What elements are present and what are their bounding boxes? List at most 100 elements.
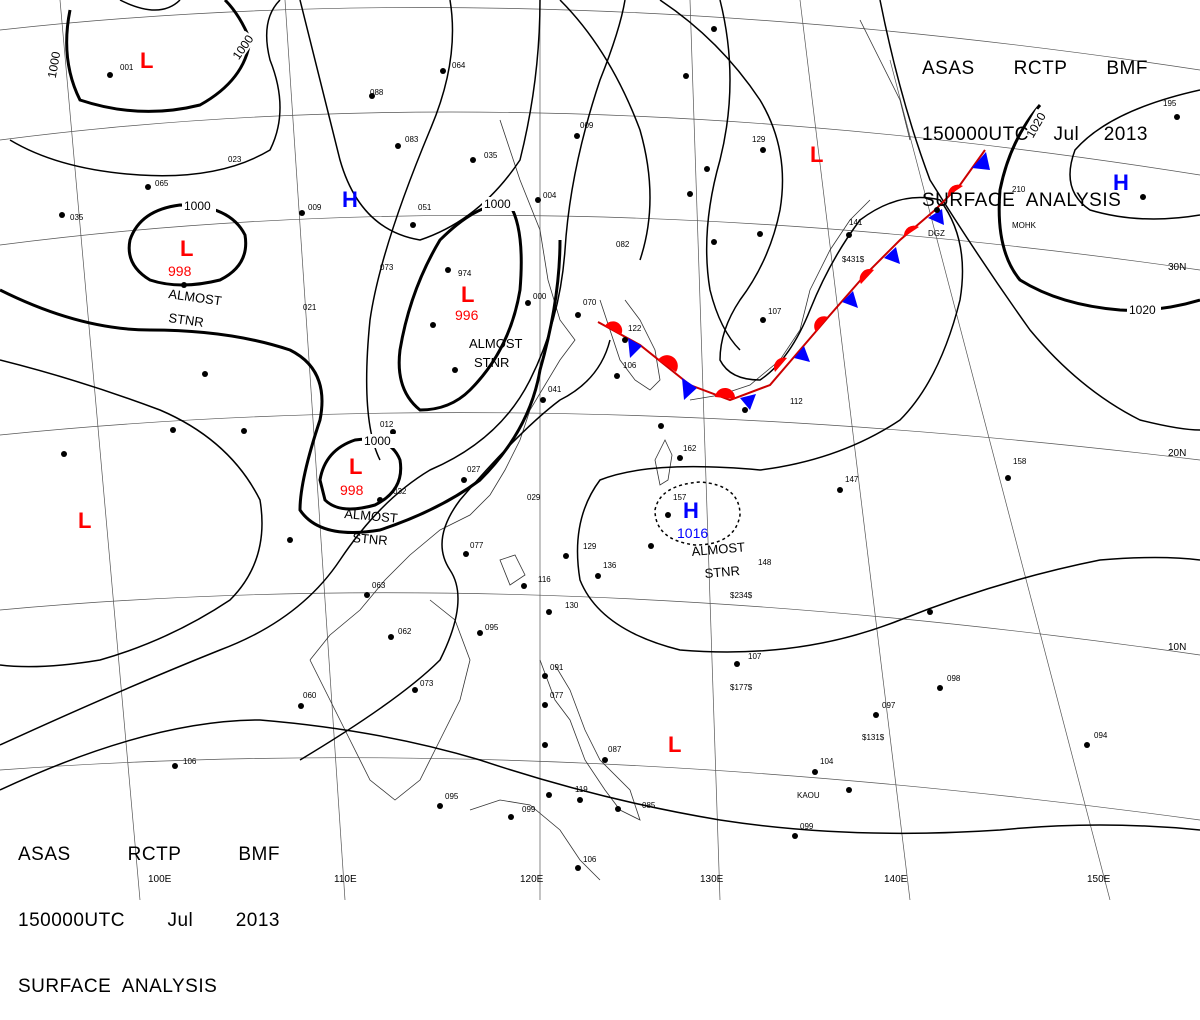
- station-dot: [521, 583, 527, 589]
- footer-code: BMF: [238, 844, 280, 866]
- station-value: 082: [616, 240, 630, 249]
- footer-line-1: ASAS RCTP BMF: [18, 844, 280, 866]
- station-value: 077: [470, 541, 484, 550]
- station-dot: [704, 166, 710, 172]
- station-value: 136: [603, 561, 617, 570]
- station-value: 051: [418, 203, 432, 212]
- isobar-1000-nw: [67, 0, 250, 111]
- station-value: 119: [575, 785, 588, 794]
- station-dot: [615, 806, 621, 812]
- station-dot: [595, 573, 601, 579]
- station-value: 094: [1094, 731, 1108, 740]
- station-dot: [792, 833, 798, 839]
- isobar-1000-long: [0, 240, 560, 533]
- isobar-label: 1020: [1129, 303, 1156, 317]
- station-dot: [452, 367, 458, 373]
- cold-front-tri-1: [628, 338, 642, 358]
- station-dot: [760, 317, 766, 323]
- station-dot: [170, 427, 176, 433]
- station-dot: [687, 191, 693, 197]
- low-center-symbol: L: [810, 142, 823, 167]
- station-dot: [298, 703, 304, 709]
- warm-front-bump-4: [774, 358, 787, 372]
- station-dot: [757, 231, 763, 237]
- station-dot: [734, 661, 740, 667]
- low-center-symbol: L: [180, 236, 193, 261]
- station-value: 106: [583, 855, 597, 864]
- station-value: 129: [583, 542, 597, 551]
- low-center-value: 998: [168, 263, 192, 279]
- station-dot: [846, 232, 852, 238]
- station-value: 083: [405, 135, 419, 144]
- isobar-1004-a: [10, 0, 280, 176]
- stnr-annotation: STNR: [704, 563, 741, 581]
- station-label-kaou: KAOU: [797, 791, 820, 800]
- station-dot: [873, 712, 879, 718]
- station-dot: [287, 537, 293, 543]
- station-value: 097: [882, 701, 896, 710]
- coast-kamchatka: [860, 20, 910, 140]
- warm-front-bump-5: [814, 316, 828, 332]
- title-block-top: ASAS RCTP BMF 150000UTC Jul 2013 SURFACE…: [922, 14, 1148, 234]
- station-dot: [145, 184, 151, 190]
- station-value: 148: [758, 558, 772, 567]
- station-value: 088: [370, 88, 384, 97]
- station-dot: [648, 543, 654, 549]
- station-dot: [575, 312, 581, 318]
- station-dot: [508, 814, 514, 820]
- station-value: 070: [583, 298, 597, 307]
- station-value: 041: [548, 385, 562, 394]
- latitude-label: 30N: [1168, 262, 1186, 273]
- station-value: 062: [398, 627, 412, 636]
- station-dot: [364, 592, 370, 598]
- station-dot: [540, 397, 546, 403]
- station-dot: [535, 197, 541, 203]
- station-dot: [377, 497, 383, 503]
- footer-time: 150000UTC: [18, 910, 125, 932]
- station-value: 077: [550, 691, 564, 700]
- station-dot: [299, 210, 305, 216]
- isobar-1008-a: [0, 0, 625, 745]
- station-dot: [477, 630, 483, 636]
- parallel-10n: [0, 593, 1200, 655]
- title-center: RCTP: [1014, 58, 1068, 80]
- low-center-symbol: L: [140, 48, 153, 73]
- title-block-bottom: ASAS RCTP BMF 150000UTC Jul 2013 SURFACE…: [18, 800, 280, 1020]
- station-value: 021: [303, 303, 317, 312]
- footer-line-2: 150000UTC Jul 2013: [18, 910, 280, 932]
- station-value: 009: [580, 121, 594, 130]
- station-dot: [658, 423, 664, 429]
- station-dot: [614, 373, 620, 379]
- high-center-symbol: H: [342, 187, 358, 212]
- station-value: 099: [522, 805, 536, 814]
- station-value: 009: [308, 203, 322, 212]
- station-dot: [665, 512, 671, 518]
- station-value: 012: [380, 420, 394, 429]
- coast-indochina: [310, 600, 470, 800]
- footer-product: ASAS: [18, 844, 71, 866]
- station-dot: [563, 553, 569, 559]
- isobar-1016-arc: [707, 0, 740, 350]
- station-dot: [463, 551, 469, 557]
- station-value: 104: [820, 757, 834, 766]
- station-dot: [574, 133, 580, 139]
- low-center-value: 996: [455, 307, 479, 323]
- station-dot: [388, 634, 394, 640]
- station-value: 073: [420, 679, 434, 688]
- longitude-label: 140E: [884, 874, 908, 885]
- station-value: 087: [608, 745, 622, 754]
- isobar-1004-c: [0, 360, 262, 667]
- station-dot: [937, 685, 943, 691]
- stnr-annotation: STNR: [474, 355, 509, 370]
- station-dot: [622, 337, 628, 343]
- station-value: 099: [800, 822, 814, 831]
- station-dot: [241, 428, 247, 434]
- station-value: 063: [372, 581, 386, 590]
- station-value: 116: [538, 575, 551, 584]
- low-center-value: 998: [340, 482, 364, 498]
- title-code: BMF: [1106, 58, 1148, 80]
- station-value: 004: [543, 191, 557, 200]
- station-value: 098: [947, 674, 961, 683]
- station-dot: [602, 757, 608, 763]
- station-value: 064: [452, 61, 466, 70]
